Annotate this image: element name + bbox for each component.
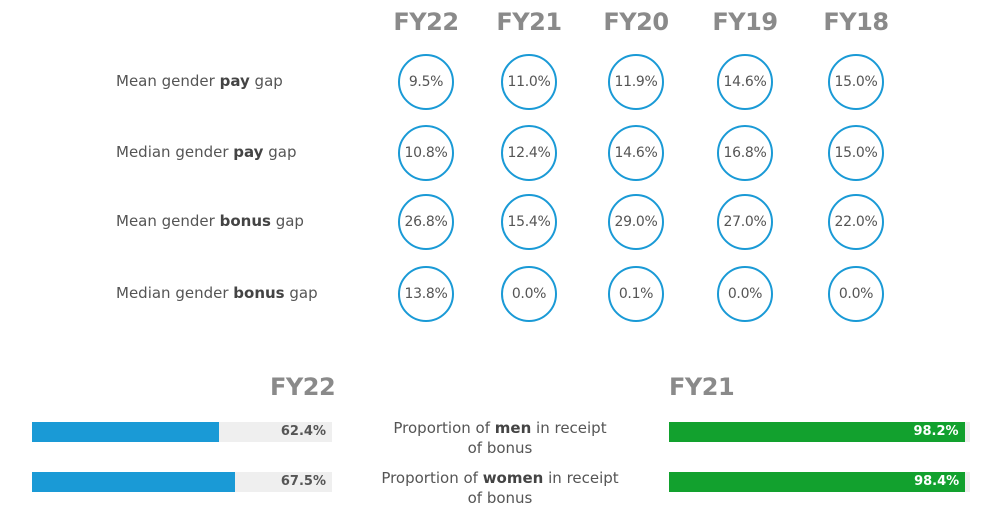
value-circle: 11.9% xyxy=(608,54,664,110)
value-circle: 22.0% xyxy=(828,194,884,250)
value-circle: 15.4% xyxy=(501,194,557,250)
column-header-fy21: FY21 xyxy=(496,8,562,36)
category-label-line: Proportion of women in receipt xyxy=(370,468,630,488)
category-label-line: of bonus xyxy=(467,439,533,457)
value-circle: 29.0% xyxy=(608,194,664,250)
bar-value-label: 62.4% xyxy=(280,424,326,439)
category-label-line: Proportion of men in receipt xyxy=(370,418,630,438)
column-header-fy20: FY20 xyxy=(603,8,669,36)
value-circle: 13.8% xyxy=(398,266,454,322)
bar-value-label: 67.5% xyxy=(280,474,326,489)
column-header-fy22: FY22 xyxy=(393,8,459,36)
category-label-text: in receipt xyxy=(543,469,619,487)
value-circle: 0.0% xyxy=(501,266,557,322)
row-label-text: gap xyxy=(263,143,297,161)
bar-track: 62.4% xyxy=(32,422,332,442)
row-label: Median gender pay gap xyxy=(116,143,296,161)
bar xyxy=(32,422,220,442)
row-label-text: Median gender xyxy=(116,284,234,302)
value-circle: 0.0% xyxy=(828,266,884,322)
category-label-text: in receipt xyxy=(531,419,607,437)
row-label-text: Mean gender xyxy=(116,212,220,230)
category-label-text: Proportion of xyxy=(381,469,483,487)
row-label-text: Median gender xyxy=(116,143,234,161)
bar-track: 98.2% xyxy=(669,422,970,442)
row-label: Mean gender pay gap xyxy=(116,72,283,90)
value-circle: 0.0% xyxy=(717,266,773,322)
row-label-emphasis: pay xyxy=(233,143,264,161)
value-circle: 16.8% xyxy=(717,125,773,181)
series-label-fy21: FY21 xyxy=(669,373,735,401)
value-circle: 10.8% xyxy=(398,125,454,181)
value-circle: 27.0% xyxy=(717,194,773,250)
value-circle: 11.0% xyxy=(501,54,557,110)
category-label: Proportion of men in receipt of bonus xyxy=(370,418,630,458)
bar xyxy=(32,472,235,492)
row-label-emphasis: pay xyxy=(219,72,250,90)
series-label-fy22: FY22 xyxy=(270,373,336,401)
value-circle: 15.0% xyxy=(828,54,884,110)
category-label-emphasis: women xyxy=(482,469,544,487)
bar xyxy=(669,472,966,492)
row-label: Mean gender bonus gap xyxy=(116,212,304,230)
column-header-fy18: FY18 xyxy=(823,8,889,36)
category-label-emphasis: men xyxy=(494,419,532,437)
bar-track: 98.4% xyxy=(669,472,970,492)
value-circle: 12.4% xyxy=(501,125,557,181)
value-circle: 9.5% xyxy=(398,54,454,110)
row-label-text: Mean gender xyxy=(116,72,220,90)
value-circle: 15.0% xyxy=(828,125,884,181)
value-circle: 26.8% xyxy=(398,194,454,250)
bar xyxy=(669,422,965,442)
bar-track: 67.5% xyxy=(32,472,332,492)
bar-value-label: 98.4% xyxy=(914,474,960,489)
row-label: Median gender bonus gap xyxy=(116,284,318,302)
category-label: Proportion of women in receipt of bonus xyxy=(370,468,630,508)
row-label-emphasis: bonus xyxy=(233,284,285,302)
row-label-emphasis: bonus xyxy=(219,212,271,230)
value-circle: 14.6% xyxy=(717,54,773,110)
column-header-fy19: FY19 xyxy=(712,8,778,36)
category-label-text: Proportion of xyxy=(393,419,495,437)
row-label-text: gap xyxy=(249,72,283,90)
value-circle: 0.1% xyxy=(608,266,664,322)
row-label-text: gap xyxy=(270,212,304,230)
bar-value-label: 98.2% xyxy=(913,424,959,439)
value-circle: 14.6% xyxy=(608,125,664,181)
category-label-line: of bonus xyxy=(467,489,533,507)
row-label-text: gap xyxy=(284,284,318,302)
